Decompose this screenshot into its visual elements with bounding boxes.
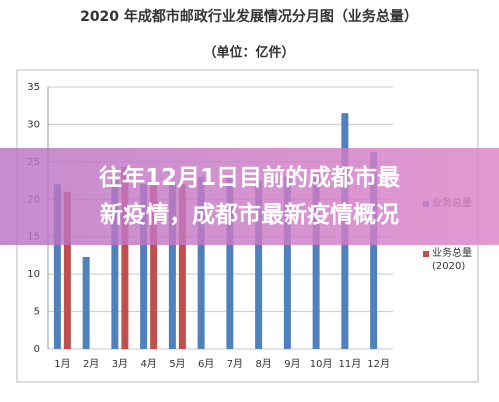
bar — [178, 184, 186, 349]
bar — [63, 191, 71, 349]
x-tick-label: 7月 — [227, 358, 243, 370]
y-tick-label: 5 — [34, 307, 40, 318]
x-tick-label: 9月 — [284, 358, 300, 370]
bar — [312, 173, 320, 349]
x-tick-label: 10月 — [310, 358, 333, 370]
bar — [140, 184, 148, 349]
y-tick-label: 10 — [27, 269, 40, 280]
x-tick-label: 5月 — [169, 358, 185, 370]
y-tick-label: 35 — [27, 82, 40, 93]
y-tick-label: 30 — [27, 119, 40, 130]
bar — [150, 184, 158, 349]
bar — [255, 180, 263, 349]
x-tick-label: 12月 — [367, 358, 390, 370]
y-tick-label: 0 — [34, 344, 40, 355]
x-tick-label: 6月 — [198, 358, 214, 370]
chart-title: 2020 年成都市邮政行业发展情况分月图（业务总量） — [80, 8, 418, 25]
legend-label: 业务总量 (2020) — [432, 248, 472, 272]
x-tick-label: 11月 — [339, 358, 362, 370]
bar — [226, 176, 234, 349]
overlay-banner: 往年12月1日目前的成都市最 新疫情，成都市最新疫情概况 — [0, 148, 499, 245]
x-tick-label: 8月 — [255, 358, 271, 370]
x-tick-label: 4月 — [140, 358, 156, 370]
bar — [82, 256, 90, 349]
x-tick-label: 2月 — [83, 358, 99, 370]
bar — [168, 184, 176, 349]
banner-line: 往年12月1日目前的成都市最 — [98, 165, 400, 191]
chart-subtitle: （单位：亿件） — [203, 45, 294, 61]
bar — [53, 184, 61, 349]
bar — [111, 180, 119, 349]
bar — [283, 176, 291, 349]
x-tick-label: 3月 — [112, 358, 128, 370]
legend-swatch — [423, 251, 429, 257]
bar — [197, 176, 205, 349]
x-tick-label: 1月 — [54, 358, 70, 370]
bar — [121, 167, 129, 349]
bar — [370, 152, 378, 349]
banner-line: 新疫情，成都市最新疫情概况 — [100, 202, 399, 228]
